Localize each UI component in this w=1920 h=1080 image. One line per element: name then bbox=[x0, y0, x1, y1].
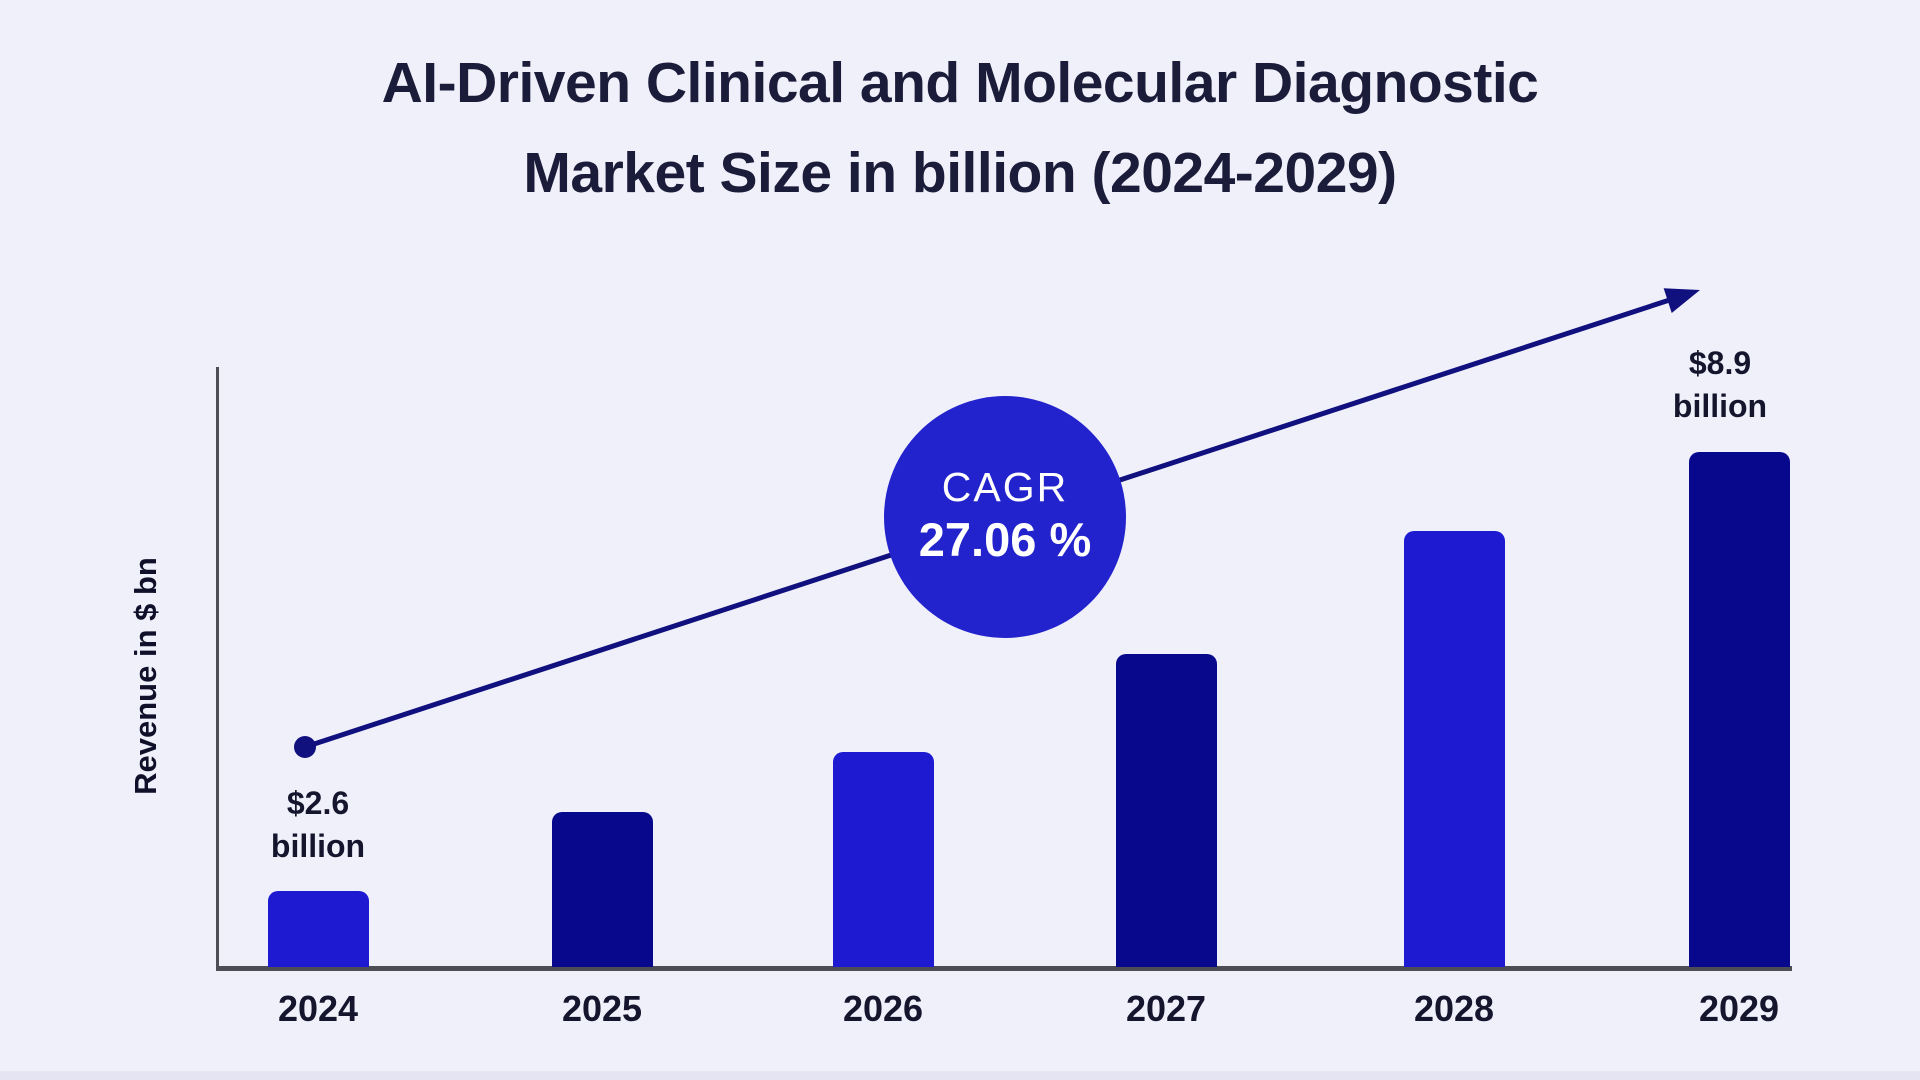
bottom-strip bbox=[0, 1071, 1920, 1080]
bar-2024 bbox=[267, 891, 369, 967]
value-label-2029-amount: $8.9 bbox=[1688, 345, 1752, 381]
cagr-label: CAGR bbox=[941, 464, 1069, 511]
bar-2028 bbox=[1403, 531, 1505, 967]
x-tick-2025: 2025 bbox=[561, 988, 643, 1029]
chart-title-line2: Market Size in billion (2024-2029) bbox=[523, 141, 1397, 205]
y-axis-line bbox=[216, 367, 219, 968]
bar-2029 bbox=[1688, 452, 1790, 967]
value-label-2024: $2.6 billion bbox=[208, 782, 428, 868]
value-label-2024-amount: $2.6 bbox=[286, 785, 350, 821]
x-tick-2024: 2024 bbox=[277, 988, 359, 1029]
x-tick-2028: 2028 bbox=[1413, 988, 1495, 1029]
x-axis-line bbox=[216, 966, 1792, 971]
cagr-badge: CAGR 27.06 % bbox=[884, 396, 1126, 638]
chart-title-line1: AI-Driven Clinical and Molecular Diagnos… bbox=[381, 51, 1539, 115]
cagr-value: 27.06 % bbox=[918, 513, 1092, 567]
growth-arrow-head bbox=[1663, 288, 1700, 313]
bar-2027 bbox=[1115, 654, 1217, 967]
value-label-2029-unit: billion bbox=[1672, 388, 1768, 424]
value-label-2024-unit: billion bbox=[270, 828, 366, 864]
x-tick-2026: 2026 bbox=[842, 988, 924, 1029]
chart-title: AI-Driven Clinical and Molecular Diagnos… bbox=[0, 38, 1920, 218]
bar-2025 bbox=[551, 812, 653, 967]
value-label-2029: $8.9 billion bbox=[1610, 342, 1830, 428]
x-tick-2029: 2029 bbox=[1698, 988, 1780, 1029]
x-tick-2027: 2027 bbox=[1125, 988, 1207, 1029]
bar-2026 bbox=[832, 752, 934, 967]
